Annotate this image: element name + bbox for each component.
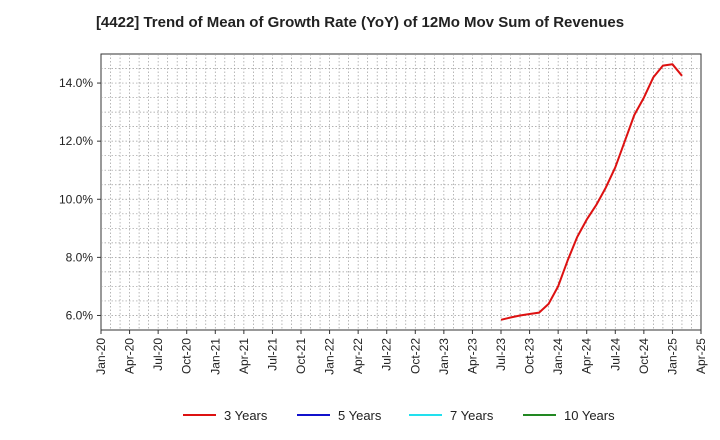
- x-tick-label: Jul-23: [494, 338, 508, 371]
- x-tick-label: Apr-23: [465, 338, 479, 374]
- legend-label: 5 Years: [338, 408, 382, 423]
- x-tick-label: Jan-25: [665, 338, 679, 375]
- x-tick-label: Oct-22: [408, 338, 422, 374]
- x-tick-label: Oct-23: [523, 338, 537, 374]
- y-tick-label: 8.0%: [66, 250, 94, 264]
- x-tick-label: Jul-24: [608, 338, 622, 371]
- legend-label: 3 Years: [224, 408, 268, 423]
- y-tick-label: 14.0%: [59, 76, 93, 90]
- series-line-3-years: [500, 63, 683, 321]
- x-tick-label: Oct-20: [180, 338, 194, 374]
- y-tick-label: 12.0%: [59, 134, 93, 148]
- chart-title: [4422] Trend of Mean of Growth Rate (YoY…: [95, 14, 625, 31]
- x-tick-label: Jul-20: [151, 338, 165, 371]
- x-tick-label: Jan-24: [551, 338, 565, 375]
- x-tick-label: Apr-25: [694, 338, 708, 374]
- y-tick-label: 6.0%: [66, 308, 94, 322]
- x-tick-label: Oct-21: [294, 338, 308, 374]
- x-tick-label: Apr-20: [123, 338, 137, 374]
- legend-label: 10 Years: [564, 408, 615, 423]
- x-tick-label: Jan-21: [208, 338, 222, 375]
- x-tick-label: Apr-24: [580, 338, 594, 374]
- legend-label: 7 Years: [450, 408, 494, 423]
- x-tick-label: Jan-23: [437, 338, 451, 375]
- x-tick-label: Oct-24: [637, 338, 651, 374]
- x-tick-label: Jul-22: [380, 338, 394, 371]
- x-tick-label: Jul-21: [265, 338, 279, 371]
- x-tick-label: Apr-21: [237, 338, 251, 374]
- plot-area: [100, 53, 702, 331]
- x-tick-label: Jan-20: [94, 338, 108, 375]
- y-tick-label: 10.0%: [59, 192, 93, 206]
- x-tick-label: Jan-22: [323, 338, 337, 375]
- x-tick-label: Apr-22: [351, 338, 365, 374]
